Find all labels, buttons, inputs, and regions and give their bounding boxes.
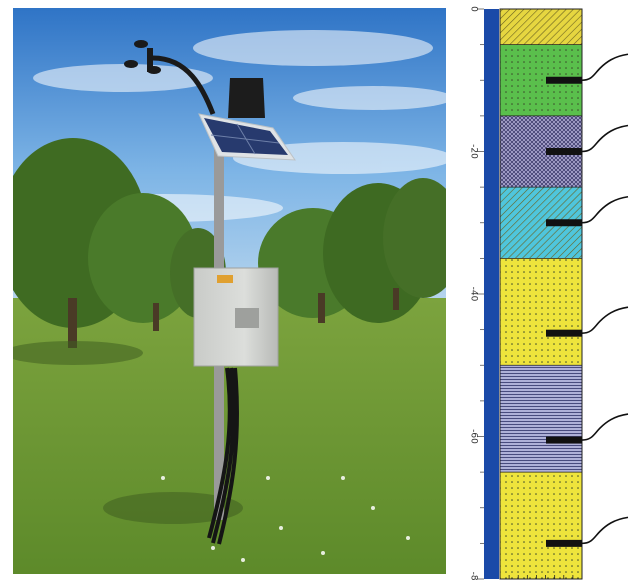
- depth-tick-label: -40: [469, 287, 479, 302]
- soil-layers: [500, 8, 582, 579]
- sensor-probe: [546, 219, 582, 227]
- sensor-cable: [581, 53, 629, 82]
- soil-moisture-sensors: [546, 53, 629, 547]
- orchard-trees: [13, 138, 446, 348]
- cables: [207, 367, 240, 545]
- soil-layer-pattern: [500, 365, 582, 473]
- depth-tick-label: -20: [469, 144, 479, 159]
- sensor-cable: [581, 124, 629, 153]
- sensor-probe: [546, 539, 582, 547]
- enclosure-box: [193, 267, 279, 367]
- flowers: [161, 476, 410, 562]
- sensor-probe: [546, 76, 582, 84]
- depth-tick-label: 0: [469, 6, 479, 12]
- bottom-scale-ticks: [499, 575, 583, 579]
- sensor-probe: [546, 436, 582, 444]
- soil-layer-pattern: [500, 472, 582, 579]
- anemometer: [124, 40, 161, 74]
- depth-tick-label: -80: [469, 572, 479, 581]
- weather-station-photo: [13, 8, 446, 574]
- depth-tick-label: -60: [469, 429, 479, 444]
- enclosure-latch: [235, 308, 259, 328]
- mast-arm: [152, 55, 216, 115]
- soil-layer-pattern: [500, 258, 582, 366]
- sensor-cable: [581, 195, 629, 224]
- weather-station: [124, 40, 296, 545]
- depth-axis-ticks: [477, 8, 484, 580]
- shadows: [13, 341, 243, 524]
- soil-layer-pattern: [500, 9, 582, 45]
- sensor-cable: [581, 306, 629, 334]
- depth-axis-bar: [484, 9, 499, 579]
- rain-gauge: [228, 78, 265, 118]
- profile-frame: [499, 8, 583, 580]
- solar-panel: [198, 113, 296, 161]
- sensor-cable: [581, 516, 629, 545]
- sensor-probe: [546, 329, 582, 337]
- enclosure-label: [217, 275, 233, 283]
- sensor-cable: [581, 413, 629, 441]
- sensor-probe: [546, 148, 582, 155]
- depth-axis-labels: 0 -20 -40 -60 -80: [469, 6, 479, 581]
- soil-profile-diagram: 0 -20 -40 -60 -80: [469, 6, 629, 581]
